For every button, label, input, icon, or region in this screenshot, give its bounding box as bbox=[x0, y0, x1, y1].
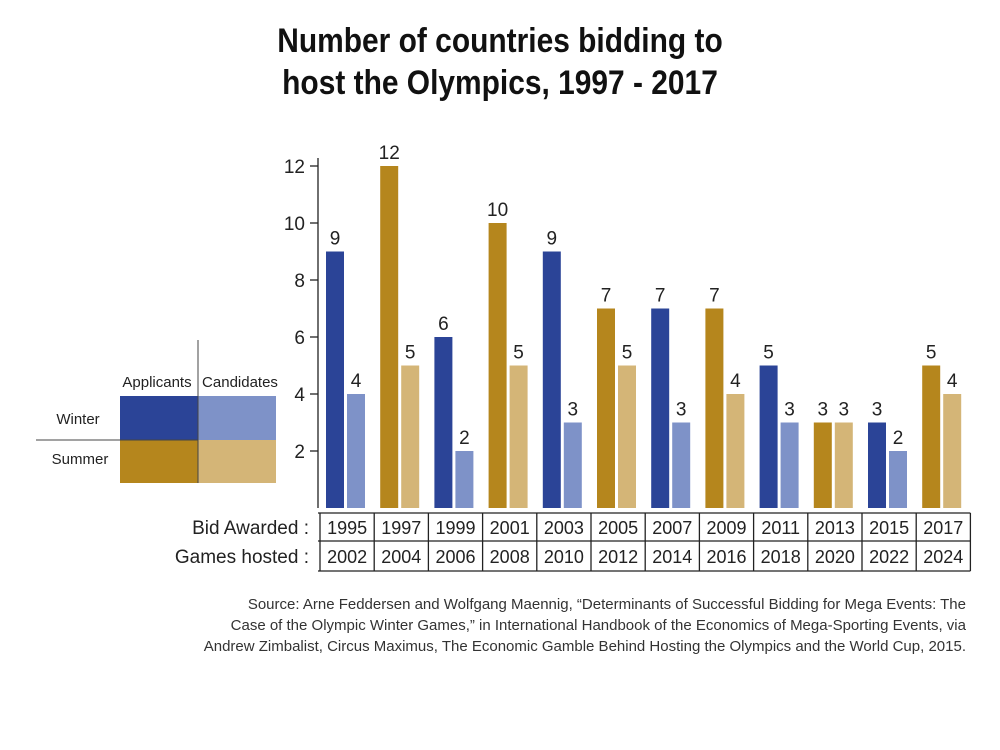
legend-swatch-summer-applicants bbox=[120, 440, 198, 483]
bar-candidates-2013 bbox=[834, 422, 853, 508]
x-tick-label-bid: 1997 bbox=[381, 518, 421, 538]
x-tick-label-games: 2020 bbox=[815, 547, 855, 567]
legend-swatch-summer-candidates bbox=[198, 440, 276, 483]
bar-applicants-2005 bbox=[597, 308, 615, 508]
data-label-candidates: 5 bbox=[513, 343, 524, 364]
source-line-2: Case of the Olympic Winter Games,” in In… bbox=[230, 617, 966, 634]
data-label-candidates: 5 bbox=[405, 343, 416, 364]
bar-applicants-1999 bbox=[434, 337, 453, 508]
x-tick-label-bid: 2017 bbox=[923, 518, 963, 538]
data-label-applicants: 9 bbox=[330, 229, 341, 250]
data-label-applicants: 7 bbox=[601, 286, 612, 307]
x-tick-label-bid: 2009 bbox=[706, 518, 746, 538]
legend-candidates-label: Candidates bbox=[202, 374, 278, 391]
source-line-1: Source: Arne Feddersen and Wolfgang Maen… bbox=[247, 596, 966, 613]
bar-applicants-2009 bbox=[705, 308, 724, 508]
bar-applicants-2003 bbox=[542, 251, 561, 508]
bar-candidates-2009 bbox=[726, 394, 745, 508]
bar-candidates-2001 bbox=[509, 365, 528, 508]
data-label-applicants: 7 bbox=[709, 286, 720, 307]
x-tick-label-bid: 2015 bbox=[869, 518, 909, 538]
data-label-applicants: 5 bbox=[763, 343, 774, 364]
x-tick-label-games: 2024 bbox=[923, 547, 963, 567]
x-tick-label-bid: 1995 bbox=[327, 518, 367, 538]
data-label-applicants: 12 bbox=[379, 143, 400, 164]
x-tick-label-games: 2004 bbox=[381, 547, 421, 567]
y-tick-label: 4 bbox=[294, 385, 305, 406]
x-tick-label-bid: 2001 bbox=[490, 518, 530, 538]
legend-swatch-winter-candidates bbox=[198, 396, 276, 440]
data-label-applicants: 3 bbox=[818, 400, 829, 421]
data-label-candidates: 3 bbox=[568, 400, 579, 421]
source-note: Source: Arne Feddersen and Wolfgang Maen… bbox=[40, 594, 966, 657]
x-tick-label-games: 2010 bbox=[544, 547, 584, 567]
data-label-candidates: 4 bbox=[947, 371, 958, 392]
data-label-candidates: 3 bbox=[784, 400, 795, 421]
bar-candidates-1999 bbox=[455, 451, 474, 508]
data-label-applicants: 7 bbox=[655, 286, 666, 307]
x-tick-label-games: 2008 bbox=[490, 547, 530, 567]
data-label-candidates: 4 bbox=[351, 371, 362, 392]
x-tick-label-games: 2006 bbox=[435, 547, 475, 567]
y-tick-label: 10 bbox=[284, 214, 305, 235]
bar-candidates-1995 bbox=[347, 394, 365, 508]
x-tick-label-games: 2016 bbox=[706, 547, 746, 567]
data-label-candidates: 4 bbox=[730, 371, 741, 392]
data-label-candidates: 3 bbox=[676, 400, 687, 421]
bar-applicants-1995 bbox=[326, 251, 344, 508]
y-tick-label: 6 bbox=[294, 328, 305, 349]
title-line-1: Number of countries bidding to bbox=[277, 22, 723, 60]
bar-applicants-2013 bbox=[813, 422, 832, 508]
x-tick-label-games: 2014 bbox=[652, 547, 692, 567]
y-tick-label: 2 bbox=[294, 442, 305, 463]
x-tick-label-bid: 2007 bbox=[652, 518, 692, 538]
bar-candidates-2017 bbox=[943, 394, 962, 508]
data-label-candidates: 2 bbox=[459, 428, 470, 449]
source-line-3: Andrew Zimbalist, Circus Maximus, The Ec… bbox=[203, 638, 966, 655]
bar-candidates-2005 bbox=[618, 365, 636, 508]
bar-candidates-1997 bbox=[401, 365, 420, 508]
y-tick-label: 12 bbox=[284, 157, 305, 178]
data-label-applicants: 6 bbox=[438, 314, 449, 335]
bar-applicants-1997 bbox=[380, 166, 399, 508]
legend-applicants-label: Applicants bbox=[122, 374, 191, 391]
x-tick-label-bid: 2003 bbox=[544, 518, 584, 538]
x-tick-label-games: 2022 bbox=[869, 547, 909, 567]
title-line-2: host the Olympics, 1997 - 2017 bbox=[282, 64, 718, 102]
data-label-candidates: 3 bbox=[839, 400, 850, 421]
legend-summer-label: Summer bbox=[52, 451, 109, 468]
data-label-applicants: 5 bbox=[926, 343, 937, 364]
data-label-applicants: 10 bbox=[487, 200, 508, 221]
bar-candidates-2015 bbox=[889, 451, 907, 508]
bar-applicants-2007 bbox=[651, 308, 670, 508]
x-tick-label-games: 2018 bbox=[761, 547, 801, 567]
bar-applicants-2015 bbox=[868, 422, 886, 508]
bar-applicants-2001 bbox=[488, 223, 507, 508]
chart-title: Number of countries bidding to host the … bbox=[60, 20, 940, 104]
data-label-candidates: 2 bbox=[893, 428, 904, 449]
legend-swatch-winter-applicants bbox=[120, 396, 198, 440]
bar-candidates-2003 bbox=[563, 422, 582, 508]
y-tick-label: 8 bbox=[294, 271, 305, 292]
x-tick-label-bid: 2013 bbox=[815, 518, 855, 538]
bar-applicants-2011 bbox=[759, 365, 778, 508]
x-tick-label-bid: 1999 bbox=[435, 518, 475, 538]
row-label-games-hosted: Games hosted : bbox=[175, 547, 309, 568]
data-label-candidates: 5 bbox=[622, 343, 633, 364]
data-label-applicants: 9 bbox=[547, 229, 558, 250]
x-tick-label-bid: 2011 bbox=[761, 518, 800, 538]
row-label-bid-awarded: Bid Awarded : bbox=[192, 518, 309, 539]
x-tick-label-bid: 2005 bbox=[598, 518, 638, 538]
x-tick-label-games: 2012 bbox=[598, 547, 638, 567]
bar-candidates-2011 bbox=[780, 422, 799, 508]
x-tick-label-games: 2002 bbox=[327, 547, 367, 567]
data-label-applicants: 3 bbox=[872, 400, 883, 421]
bar-applicants-2017 bbox=[922, 365, 941, 508]
legend-winter-label: Winter bbox=[56, 411, 99, 428]
bar-candidates-2007 bbox=[672, 422, 691, 508]
